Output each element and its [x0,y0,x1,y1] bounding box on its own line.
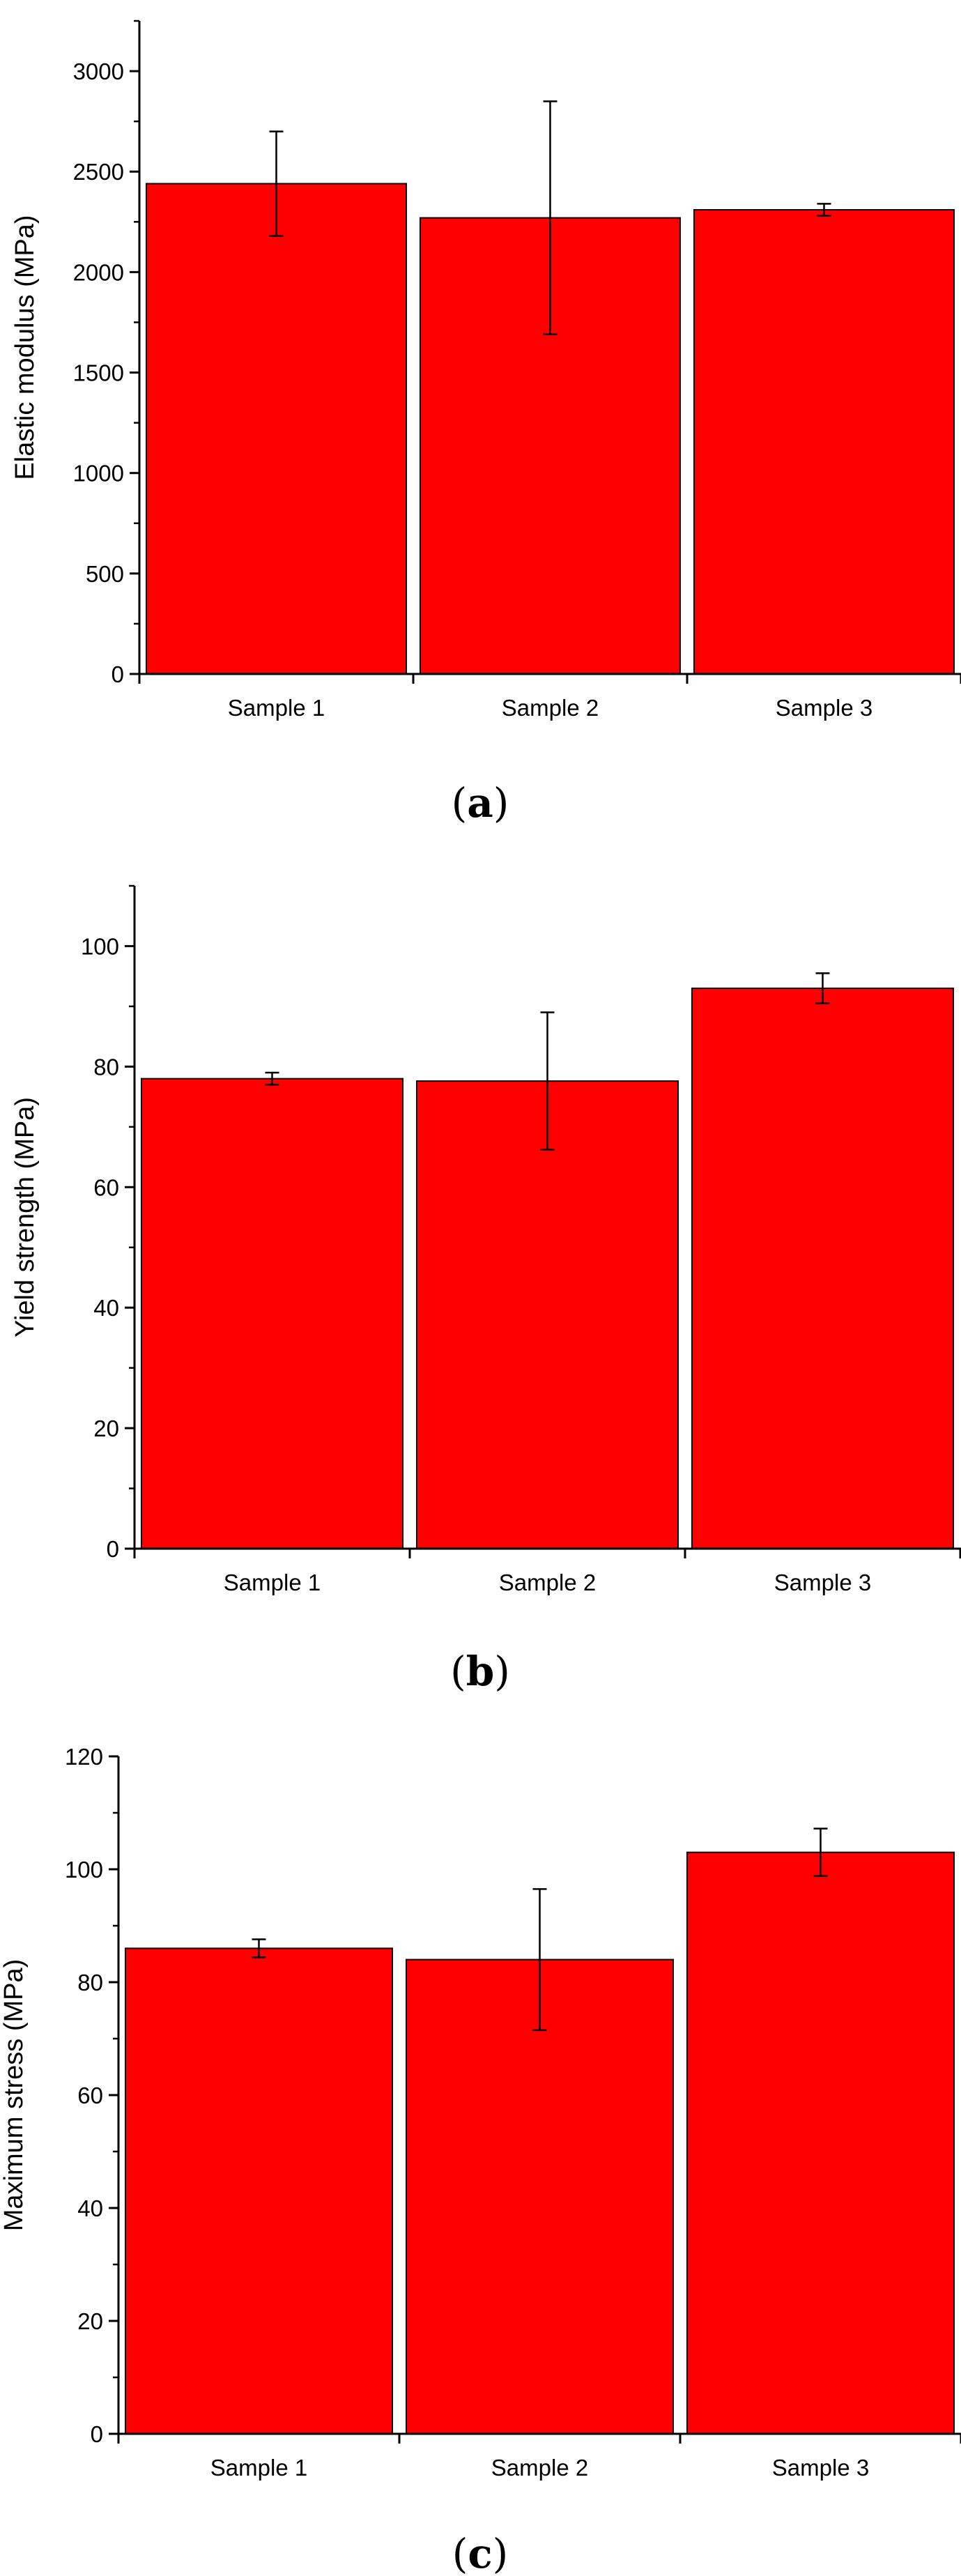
x-tick-label: Sample 1 [228,695,325,721]
y-tick-label: 80 [93,1054,119,1080]
y-tick-label: 120 [65,1744,103,1770]
y-tick-label: 0 [112,661,124,687]
x-tick-label: Sample 3 [772,2455,869,2481]
y-axis-title: Elastic modulus (MPa) [10,215,40,480]
error-bar [540,1011,555,1151]
bar-sample-1 [141,1078,403,1549]
y-tick-label: 2500 [73,159,124,185]
y-tick-label: 60 [93,1174,119,1200]
chart-panel-c: 0 20 40 60 80 100 120 Sample 1 Sample 2 Sample 3 M… [0,1744,961,2576]
panel-caption-letter: a [467,779,493,827]
chart-panel-b: 0 20 40 60 80 100 Sample 1 Sample 2 Sample 3 Yiel… [10,884,961,1695]
x-tick-label: Sample 1 [210,2455,307,2481]
error-bar [269,130,284,237]
y-tick-label: 1000 [73,461,124,486]
y-tick-label: 60 [77,2083,103,2108]
y-tick-label: 100 [81,933,119,959]
bar-sample-2 [406,1958,674,2435]
x-tick-label: Sample 2 [499,1570,596,1595]
bar-sample-2 [416,1080,679,1549]
panel-caption: (c) [452,2530,509,2576]
bar-sample-3 [686,1851,955,2435]
x-tick-label: Sample 1 [224,1570,321,1595]
panel-caption-letter: b [466,1648,495,1695]
x-tick-label: Sample 3 [774,1570,871,1595]
error-bar [532,1888,547,2032]
panel-caption-letter: c [468,2530,492,2576]
y-tick-label: 100 [65,1857,103,1883]
y-tick-label: 3000 [73,59,124,84]
error-bar [815,972,830,1004]
bar-sample-1 [125,1947,393,2435]
y-tick-label: 0 [91,2421,103,2447]
chart-panel-a: 0 500 1000 1500 2000 2500 3000 Sample 1 Sample 2… [10,20,961,827]
panel-caption: (a) [452,779,509,827]
y-tick-label: 20 [93,1416,119,1441]
y-tick-label: 40 [77,2195,103,2221]
x-tick-label: Sample 3 [776,695,872,721]
x-tick-label: Sample 2 [502,695,599,721]
bar-sample-3 [691,987,954,1550]
y-tick-label: 500 [86,561,124,587]
error-bar [265,1071,279,1086]
y-tick-label: 80 [77,1970,103,1995]
y-axis-title: Yield strength (MPa) [10,1097,40,1337]
y-tick-label: 20 [77,2308,103,2334]
y-tick-label: 1500 [73,360,124,386]
y-axis-title: Maximum stress (MPa) [0,1959,29,2232]
y-tick-label: 2000 [73,259,124,285]
panel-caption: (b) [450,1648,510,1695]
bar-sample-3 [693,209,955,675]
error-bar [813,1827,828,1877]
y-tick-label: 40 [93,1295,119,1321]
error-bar [817,203,831,217]
error-bar [543,100,558,336]
x-tick-label: Sample 2 [491,2455,588,2481]
error-bar [252,1938,266,1958]
y-tick-label: 0 [107,1536,119,1562]
bar-sample-1 [146,183,407,675]
